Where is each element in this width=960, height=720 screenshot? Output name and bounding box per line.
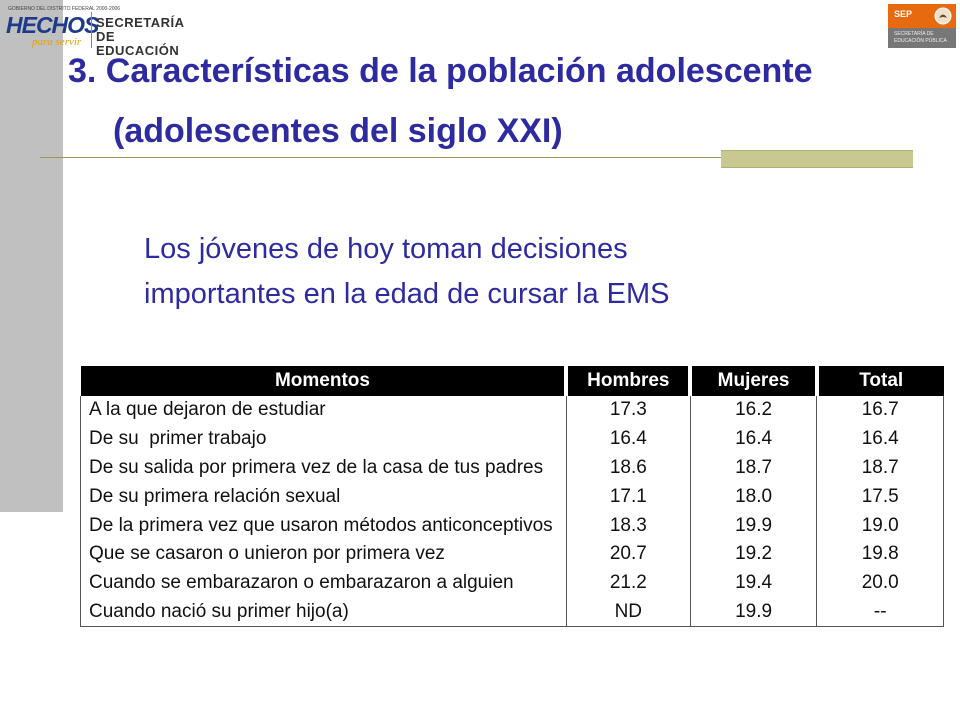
row-label: Que se casaron o unieron por primera vez — [80, 539, 567, 569]
sep-logo: SEP SECRETARÍA DE EDUCACIÓN PÚBLICA — [888, 4, 956, 48]
sep-logo-acronym: SEP — [894, 9, 913, 19]
row-label: De la primera vez que usaron métodos ant… — [80, 511, 567, 540]
sep-logo-line2: EDUCACIÓN PÚBLICA — [894, 38, 947, 44]
cell-total: 19.8 — [816, 539, 944, 569]
logo-department-line2: EDUCACIÓN — [96, 43, 180, 58]
cell-hombres: ND — [565, 597, 691, 628]
cell-hombres: 18.3 — [565, 511, 691, 540]
table-row: Que se casaron o unieron por primera vez… — [80, 539, 944, 569]
cell-total: 16.7 — [816, 396, 944, 425]
cell-mujeres: 18.0 — [689, 482, 817, 512]
cell-mujeres: 19.2 — [689, 539, 817, 569]
cell-total: 17.5 — [816, 482, 944, 512]
logo-small-text: GOBIERNO DEL DISTRITO FEDERAL 2000-2006 — [8, 6, 121, 12]
row-label: De su primera relación sexual — [80, 482, 567, 512]
table-row: A la que dejaron de estudiar 17.3 16.2 1… — [80, 396, 944, 425]
cell-total: 16.4 — [816, 424, 944, 454]
cell-hombres: 21.2 — [565, 568, 691, 598]
logo-tagline: para servir — [32, 36, 82, 48]
table-row: De su primer trabajo 16.4 16.4 16.4 — [80, 424, 944, 454]
ages-data-table: Momentos Hombres Mujeres Total A la que … — [80, 366, 944, 628]
slide-subtitle: Los jóvenes de hoy toman decisiones impo… — [144, 227, 670, 317]
cell-hombres: 20.7 — [565, 539, 691, 569]
table-row: Cuando se embarazaron o embarazaron a al… — [80, 568, 944, 598]
table-row: De su primera relación sexual 17.1 18.0 … — [80, 482, 944, 512]
row-label: Cuando se embarazaron o embarazaron a al… — [80, 568, 567, 598]
cell-hombres: 18.6 — [565, 453, 691, 483]
cell-total: -- — [816, 597, 944, 628]
logo-brand: HECHOS — [6, 12, 99, 38]
row-label: De su salida por primera vez de la casa … — [80, 453, 567, 483]
cell-total: 20.0 — [816, 568, 944, 598]
cell-mujeres: 18.7 — [689, 453, 817, 483]
logo-divider — [91, 12, 92, 48]
header-hombres: Hombres — [564, 366, 691, 396]
row-label: A la que dejaron de estudiar — [80, 396, 567, 425]
cell-hombres: 17.3 — [565, 396, 691, 425]
ages-table: Momentos Hombres Mujeres Total A la que … — [80, 366, 944, 628]
title-underline — [40, 157, 730, 158]
cell-mujeres: 16.2 — [689, 396, 817, 425]
sep-logo-text: SECRETARÍA DE EDUCACIÓN PÚBLICA — [894, 31, 947, 45]
cell-mujeres: 19.9 — [689, 511, 817, 540]
cell-hombres: 17.1 — [565, 482, 691, 512]
table-header-row: Momentos Hombres Mujeres Total — [80, 366, 944, 396]
subtitle-line1: Los jóvenes de hoy toman decisiones — [144, 233, 628, 265]
table-row: De la primera vez que usaron métodos ant… — [80, 511, 944, 540]
cell-hombres: 16.4 — [565, 424, 691, 454]
hechos-logo: GOBIERNO DEL DISTRITO FEDERAL 2000-2006 … — [6, 6, 184, 58]
header-total: Total — [814, 366, 944, 396]
cell-mujeres: 19.4 — [689, 568, 817, 598]
row-label: De su primer trabajo — [80, 424, 567, 454]
header-momentos: Momentos — [80, 366, 567, 396]
table-row: De su salida por primera vez de la casa … — [80, 453, 944, 483]
title-accent-bar — [721, 150, 913, 168]
cell-mujeres: 19.9 — [689, 597, 817, 628]
cell-total: 18.7 — [816, 453, 944, 483]
table-row: Cuando nació su primer hijo(a) ND 19.9 -… — [80, 597, 944, 628]
sep-logo-line1: SECRETARÍA DE — [894, 31, 934, 37]
slide-title-line1: 3. Características de la población adole… — [68, 52, 813, 90]
slide-title-line2: (adolescentes del siglo XXI) — [113, 112, 563, 150]
row-label: Cuando nació su primer hijo(a) — [80, 597, 567, 628]
header-mujeres: Mujeres — [688, 366, 817, 396]
left-sidebar-bar — [0, 0, 63, 512]
cell-total: 19.0 — [816, 511, 944, 540]
logo-department: SECRETARÍA DE EDUCACIÓN — [96, 16, 184, 58]
subtitle-line2: importantes en la edad de cursar la EMS — [144, 278, 670, 310]
eagle-emblem-icon — [934, 7, 952, 25]
logo-department-line1: SECRETARÍA DE — [96, 15, 185, 44]
cell-mujeres: 16.4 — [689, 424, 817, 454]
